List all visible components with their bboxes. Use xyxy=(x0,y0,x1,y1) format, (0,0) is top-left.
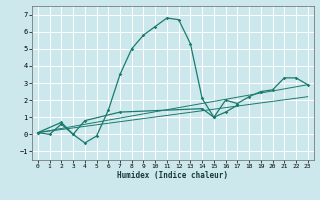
X-axis label: Humidex (Indice chaleur): Humidex (Indice chaleur) xyxy=(117,171,228,180)
